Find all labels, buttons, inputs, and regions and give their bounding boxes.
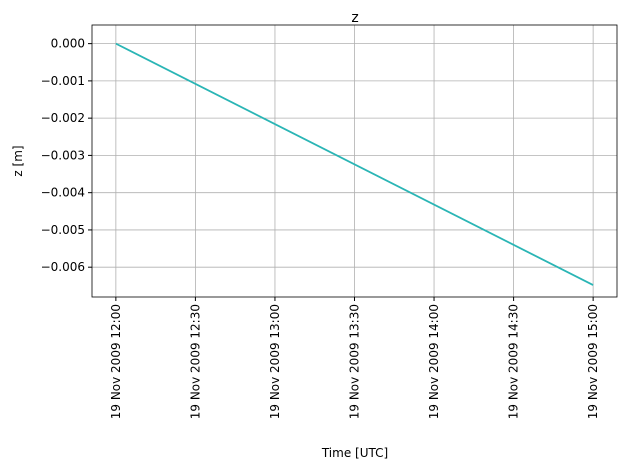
- x-tick-label: 19 Nov 2009 13:30: [348, 304, 362, 419]
- chart-title: z: [351, 10, 358, 26]
- data-line: [115, 42, 594, 286]
- x-tick-label: 19 Nov 2009 13:00: [268, 304, 282, 419]
- y-axis-label: z [m]: [11, 145, 25, 176]
- y-tick-label: −0.001: [41, 74, 85, 88]
- x-tick-label: 19 Nov 2009 12:00: [109, 304, 123, 419]
- y-tick-label: −0.002: [41, 111, 85, 125]
- x-tick-label: 19 Nov 2009 14:00: [427, 304, 441, 419]
- y-tick-label: −0.003: [41, 148, 85, 162]
- y-tick-label: 0.000: [51, 37, 85, 51]
- x-tick-label: 19 Nov 2009 12:30: [188, 304, 202, 419]
- y-tick-label: −0.005: [41, 223, 85, 237]
- y-tick-label: −0.004: [41, 186, 85, 200]
- x-tick-label: 19 Nov 2009 15:00: [586, 304, 600, 419]
- plot-frame: [91, 24, 618, 298]
- x-tick-label: 19 Nov 2009 14:30: [507, 304, 521, 419]
- y-tick-label: −0.006: [41, 260, 85, 274]
- x-axis-label: Time [UTC]: [321, 446, 388, 460]
